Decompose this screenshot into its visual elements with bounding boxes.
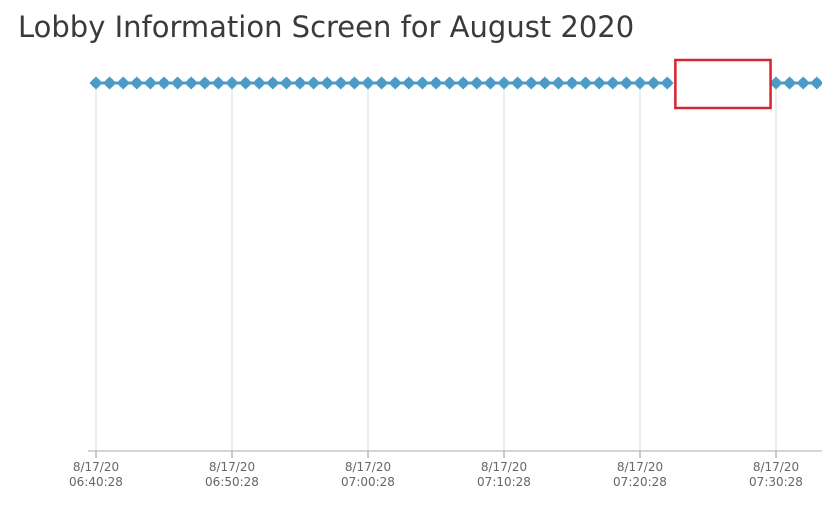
data-point-marker: [116, 76, 130, 90]
data-point-marker: [579, 76, 593, 90]
x-axis-ticks: 8/17/20 06:40:28 8/17/20 06:50:28 8/17/20 07:…: [69, 451, 803, 489]
data-point-marker: [89, 76, 103, 90]
data-point-marker: [592, 76, 606, 90]
data-point-marker: [633, 76, 647, 90]
data-point-marker: [361, 76, 375, 90]
data-point-marker: [524, 76, 538, 90]
data-point-marker: [619, 76, 633, 90]
x-tick-label: 8/17/20 07:20:28: [613, 460, 667, 489]
data-point-marker: [810, 76, 822, 90]
data-points: [89, 76, 822, 90]
x-tick-label: 8/17/20 07:00:28: [341, 460, 395, 489]
x-tick-label: 8/17/20 07:30:28: [749, 460, 803, 489]
data-point-marker: [783, 76, 797, 90]
data-point-marker: [388, 76, 402, 90]
data-point-marker: [796, 76, 810, 90]
data-point-marker: [239, 76, 253, 90]
chart-title: Lobby Information Screen for August 2020: [18, 10, 635, 44]
data-point-marker: [252, 76, 266, 90]
data-point-marker: [184, 76, 198, 90]
grid-lines: [95, 83, 777, 451]
data-point-marker: [130, 76, 144, 90]
x-tick-label: 8/17/20 07:10:28: [477, 460, 531, 489]
x-tick-label: 8/17/20 06:40:28: [69, 460, 123, 489]
x-tick-label: 8/17/20 06:50:28: [205, 460, 259, 489]
data-point-marker: [279, 76, 293, 90]
data-point-marker: [429, 76, 443, 90]
highlight-box: [674, 58, 772, 110]
data-point-marker: [606, 76, 620, 90]
data-point-marker: [320, 76, 334, 90]
data-point-marker: [307, 76, 321, 90]
data-point-marker: [443, 76, 457, 90]
data-point-marker: [470, 76, 484, 90]
data-point-marker: [375, 76, 389, 90]
data-point-marker: [143, 76, 157, 90]
data-point-marker: [415, 76, 429, 90]
data-point-marker: [198, 76, 212, 90]
data-point-marker: [211, 76, 225, 90]
data-point-marker: [334, 76, 348, 90]
data-point-marker: [171, 76, 185, 90]
data-point-marker: [497, 76, 511, 90]
data-point-marker: [266, 76, 280, 90]
data-point-marker: [293, 76, 307, 90]
data-point-marker: [538, 76, 552, 90]
data-point-marker: [647, 76, 661, 90]
data-point-marker: [103, 76, 117, 90]
data-point-marker: [225, 76, 239, 90]
data-point-marker: [511, 76, 525, 90]
data-point-marker: [660, 76, 674, 90]
data-point-marker: [456, 76, 470, 90]
data-point-marker: [551, 76, 565, 90]
data-point-marker: [157, 76, 171, 90]
data-point-marker: [347, 76, 361, 90]
data-point-marker: [483, 76, 497, 90]
data-point-marker: [402, 76, 416, 90]
data-point-marker: [565, 76, 579, 90]
